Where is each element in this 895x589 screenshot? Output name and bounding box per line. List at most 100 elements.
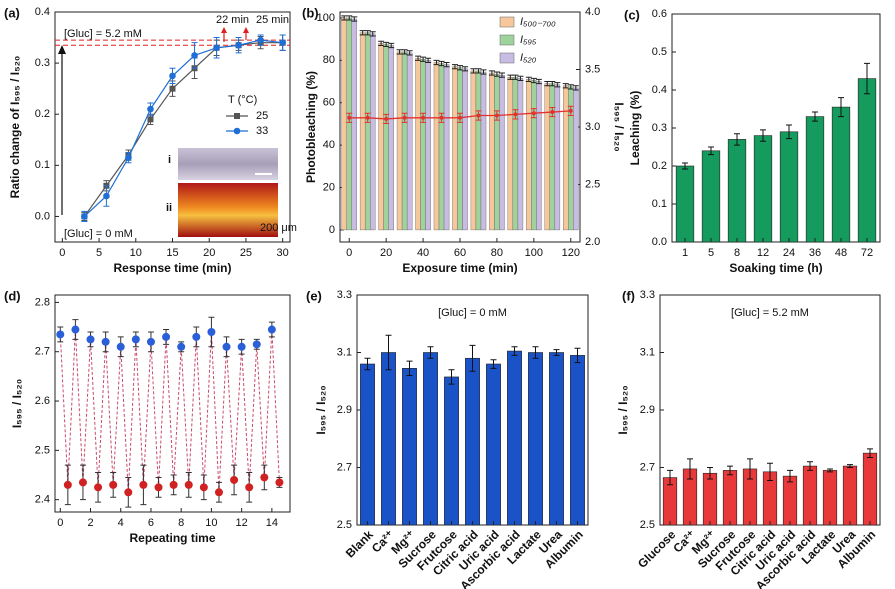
- bar: [779, 131, 799, 243]
- y2-tick-label: 2.5: [585, 178, 600, 190]
- error-bar: [512, 74, 519, 80]
- error-bar: [507, 74, 514, 80]
- error-bar: [553, 349, 560, 356]
- bar: [423, 352, 438, 526]
- annotation: [Gluc] = 0 mM: [64, 228, 133, 240]
- bar: [364, 32, 371, 231]
- arrow-head: [243, 27, 249, 33]
- bar: [822, 470, 838, 526]
- point: [207, 327, 216, 336]
- error-bar: [707, 467, 713, 480]
- bar: [401, 51, 408, 231]
- legend-label: I₅₂₀: [520, 52, 537, 64]
- x-tick-label: 15: [166, 247, 178, 259]
- bar: [675, 165, 695, 243]
- x-tick-label: 0: [57, 517, 63, 529]
- bar: [544, 83, 550, 231]
- error-bar: [420, 56, 427, 62]
- error-bar: [708, 146, 714, 156]
- error-bar: [480, 69, 487, 75]
- y-tick-label: 0.2: [652, 160, 667, 172]
- point: [169, 72, 176, 80]
- y-tick-label: 3.3: [640, 289, 655, 301]
- bar: [359, 32, 366, 231]
- x-tick-label: 25: [240, 247, 252, 259]
- error-bar: [747, 458, 753, 480]
- ratio-point: [384, 116, 389, 121]
- bar: [452, 66, 458, 231]
- error-bar: [544, 81, 551, 87]
- y-tick-label: 2.7: [35, 346, 50, 358]
- ratio-point: [476, 113, 481, 118]
- x-tick-label: 24: [783, 247, 795, 259]
- legend-swatch: [499, 16, 515, 28]
- bar: [457, 67, 463, 231]
- annotation: 200 μm: [260, 222, 297, 234]
- y-axis-label: I₅₉₅ / I₅₂₀: [314, 385, 328, 434]
- error-bar: [438, 60, 445, 67]
- error-bar: [490, 359, 497, 369]
- y-tick-label: 0: [329, 224, 335, 236]
- point: [252, 340, 261, 349]
- ratio-point: [365, 115, 370, 120]
- bar: [420, 59, 426, 231]
- annotation: 25 min: [256, 14, 289, 26]
- point: [116, 342, 125, 351]
- point: [184, 480, 193, 489]
- bar: [499, 74, 505, 231]
- bar: [486, 363, 501, 526]
- point: [103, 192, 110, 200]
- y-axis-label: Leaching (%): [628, 91, 642, 166]
- bar: [782, 475, 798, 526]
- x-tick-label: 8: [734, 247, 740, 259]
- bar: [517, 78, 524, 231]
- error-bar: [475, 68, 482, 74]
- y-tick-label: 0.5: [652, 46, 667, 58]
- error-bar: [401, 49, 408, 55]
- y-tick-label: 80: [323, 54, 335, 66]
- bar: [701, 150, 721, 243]
- legend-label: 33: [256, 125, 268, 137]
- point: [56, 330, 65, 339]
- error-bar: [388, 42, 395, 49]
- point: [125, 154, 132, 161]
- x-tick-label: Glucose: [635, 527, 679, 571]
- x-tick-label: 4: [118, 517, 124, 529]
- bar: [462, 68, 468, 231]
- point: [279, 39, 286, 46]
- bar: [444, 376, 459, 526]
- y-tick-label: 2.4: [35, 494, 50, 506]
- point: [86, 335, 95, 344]
- y-tick-label: 100: [317, 12, 335, 24]
- bar: [563, 85, 569, 231]
- x-tick-label: 0: [59, 247, 65, 259]
- bar: [805, 116, 825, 243]
- error-bar: [682, 162, 688, 170]
- error-bar: [667, 469, 673, 486]
- x-tick-label: 0: [346, 247, 352, 259]
- x-tick-label: 72: [861, 247, 873, 259]
- point: [139, 480, 148, 489]
- plot-frame: [54, 294, 291, 513]
- x-tick-label: 5: [708, 247, 714, 259]
- bar: [862, 452, 878, 526]
- point: [199, 483, 208, 492]
- point: [131, 335, 140, 344]
- point: [222, 342, 231, 351]
- error-bar: [433, 59, 440, 66]
- error-bar: [525, 76, 532, 83]
- bar: [512, 77, 519, 231]
- panel-label: (e): [306, 288, 322, 303]
- error-bar: [341, 15, 348, 21]
- point: [101, 337, 110, 346]
- bar: [507, 77, 514, 231]
- error-bar: [346, 15, 353, 21]
- error-bar: [498, 72, 505, 78]
- point: [192, 332, 201, 341]
- error-bar: [535, 78, 542, 85]
- y-tick-label: 0.2: [35, 108, 50, 120]
- error-bar: [443, 61, 450, 68]
- point: [260, 473, 269, 482]
- point: [237, 342, 246, 351]
- point: [81, 213, 88, 220]
